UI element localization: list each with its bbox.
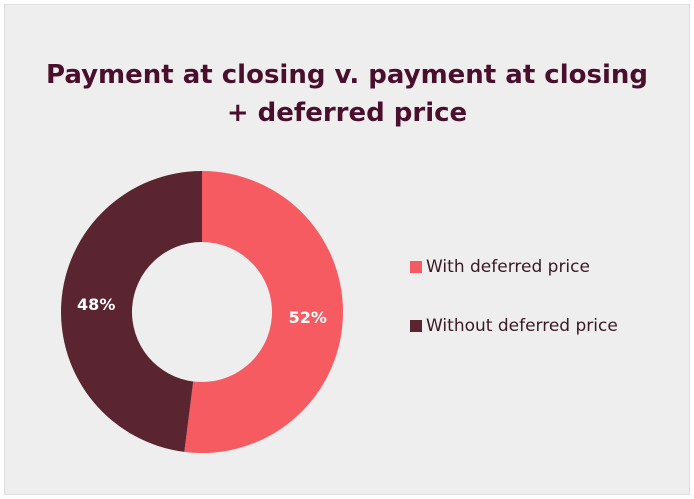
chart-title: Payment at closing v. payment at closing… [45,60,649,128]
legend-swatch [410,320,422,332]
donut-slice [60,170,202,452]
legend-text: Without deferred price [426,316,618,336]
slice-label: 52% [289,308,327,327]
donut-slice [184,171,343,453]
legend-swatch [410,261,422,273]
legend-text: With deferred price [426,257,590,277]
slice-label: 48% [77,295,115,314]
